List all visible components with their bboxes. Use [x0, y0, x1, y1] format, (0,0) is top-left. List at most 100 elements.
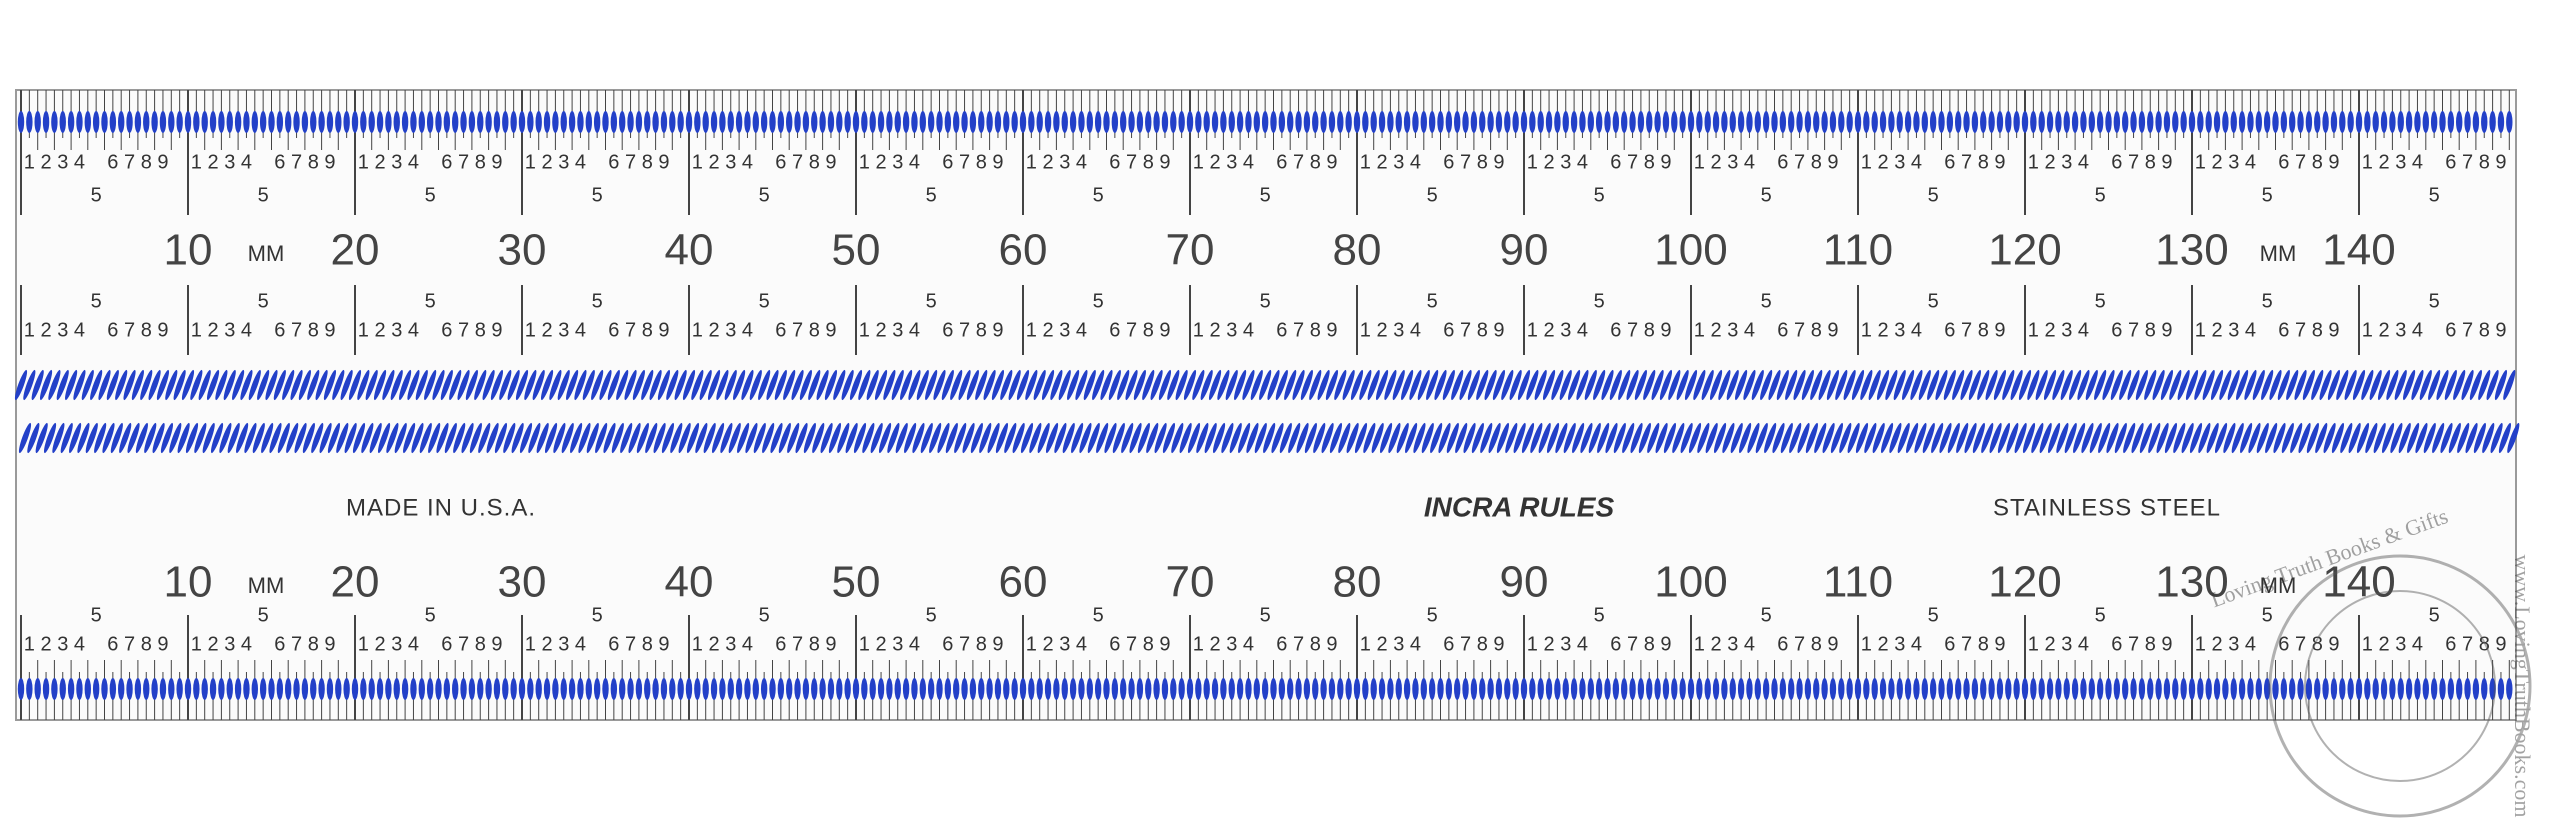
blue-dot [836, 678, 843, 700]
subdivision-digit: 8 [1143, 151, 1154, 173]
blue-dot [2457, 422, 2470, 454]
blue-dot [401, 111, 409, 133]
blue-dot [51, 111, 58, 133]
blue-dot [1288, 422, 1301, 454]
blue-dot [198, 369, 211, 401]
blue-dot [2355, 678, 2363, 700]
blue-dot [268, 111, 275, 133]
blue-dot [1609, 369, 1622, 401]
subdivision-digit: 9 [491, 319, 502, 341]
blue-dot [1871, 111, 1878, 133]
subdivision-digit: 8 [1644, 319, 1655, 341]
subdivision-digit: 3 [2395, 319, 2406, 341]
blue-dot [1504, 111, 1511, 133]
blue-dot [244, 422, 257, 454]
blue-dot [819, 111, 826, 133]
blue-dot [1688, 422, 1702, 454]
subdivision-digit: 7 [792, 319, 803, 341]
blue-dot [1120, 678, 1127, 700]
blue-dot [1430, 422, 1443, 454]
blue-dot [1236, 678, 1244, 700]
blue-dot [2414, 111, 2421, 133]
subdivision-digit: 2 [2044, 319, 2055, 341]
blue-dot [1495, 111, 1503, 133]
blue-dot [77, 422, 90, 454]
blue-dot [435, 111, 442, 133]
blue-dot [1904, 678, 1912, 700]
blue-dot [418, 678, 425, 700]
blue-dot [1086, 678, 1094, 700]
blue-dot [1170, 678, 1177, 700]
blue-dot [1121, 422, 1134, 454]
subdivision-digit: 9 [2161, 633, 2172, 655]
blue-dot [151, 678, 158, 700]
blue-dot [310, 678, 317, 700]
subdivision-digit: 8 [1477, 319, 1488, 341]
blue-dot [206, 369, 220, 401]
blue-dot [399, 369, 412, 401]
blue-dot [1538, 422, 1551, 454]
blue-dot [477, 111, 484, 133]
blue-dot [1178, 678, 1185, 700]
blue-dot [2365, 422, 2378, 454]
subdivision-digit: 9 [1994, 633, 2005, 655]
blue-dot [652, 678, 659, 700]
subdivision-digit: 9 [2495, 633, 2506, 655]
subdivision-digit: 1 [859, 633, 870, 655]
subdivision-digit: 1 [525, 633, 536, 655]
blue-dot [1100, 369, 1113, 401]
blue-dot [176, 678, 183, 700]
blue-dot [1387, 111, 1394, 133]
blue-dot [1797, 422, 1810, 454]
subdivision-digit: 3 [1560, 151, 1571, 173]
blue-dot [1428, 678, 1436, 700]
blue-dot [2205, 678, 2212, 700]
blue-dot [1943, 369, 1956, 401]
blue-dot [148, 369, 161, 401]
blue-dot [816, 369, 829, 401]
blue-dot [2096, 678, 2104, 700]
subdivision-digit: 7 [1126, 319, 1137, 341]
scale-number: 120 [1988, 226, 2061, 275]
blue-dot [311, 422, 324, 454]
blue-dot [1989, 422, 2002, 454]
blue-dot [1579, 678, 1586, 700]
blue-dot [2506, 678, 2513, 700]
blue-dot [1096, 422, 1109, 454]
blue-dot [1980, 678, 1987, 700]
blue-dot [1003, 678, 1010, 700]
blue-dot [1871, 678, 1878, 700]
blue-dot [2405, 111, 2413, 133]
blue-dot [1236, 111, 1244, 133]
blue-dot [152, 422, 165, 454]
blue-dot [549, 369, 562, 401]
blue-dot [1952, 369, 1965, 401]
blue-dot [69, 422, 82, 454]
blue-dot [919, 678, 926, 700]
blue-dot [193, 111, 200, 133]
blue-dot [1036, 111, 1043, 133]
subdivision-digit: 7 [1460, 319, 1471, 341]
blue-dot [424, 369, 437, 401]
blue-dot [2213, 111, 2221, 133]
blue-dot [2432, 422, 2445, 454]
blue-dot [803, 422, 816, 454]
blue-dot [1854, 111, 1862, 133]
blue-dot [1788, 678, 1795, 700]
blue-dot [2497, 678, 2505, 700]
blue-dot [1455, 422, 1468, 454]
blue-dot [1287, 111, 1294, 133]
blue-dot [602, 111, 609, 133]
subdivision-digit: 6 [274, 633, 285, 655]
blue-dot [1003, 111, 1010, 133]
blue-dot [1796, 111, 1803, 133]
blue-dot [1371, 422, 1384, 454]
subdivision-digit: 7 [792, 151, 803, 173]
blue-dot [1238, 422, 1251, 454]
blue-dot [1125, 369, 1138, 401]
blue-dot [1946, 111, 1954, 133]
subdivision-digit: 9 [1994, 151, 2005, 173]
blue-dot [102, 422, 115, 454]
blue-dot [1471, 422, 1484, 454]
subdivision-digit: 1 [24, 633, 35, 655]
